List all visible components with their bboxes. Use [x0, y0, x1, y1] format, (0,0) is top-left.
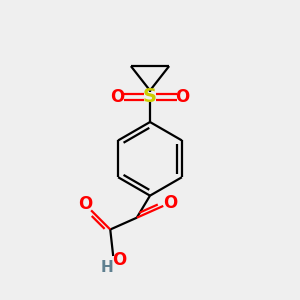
Text: O: O: [164, 194, 178, 212]
Text: O: O: [175, 88, 190, 106]
Text: O: O: [78, 196, 92, 214]
Text: O: O: [112, 251, 127, 269]
Text: S: S: [143, 88, 157, 106]
Text: O: O: [110, 88, 125, 106]
Text: H: H: [101, 260, 114, 275]
